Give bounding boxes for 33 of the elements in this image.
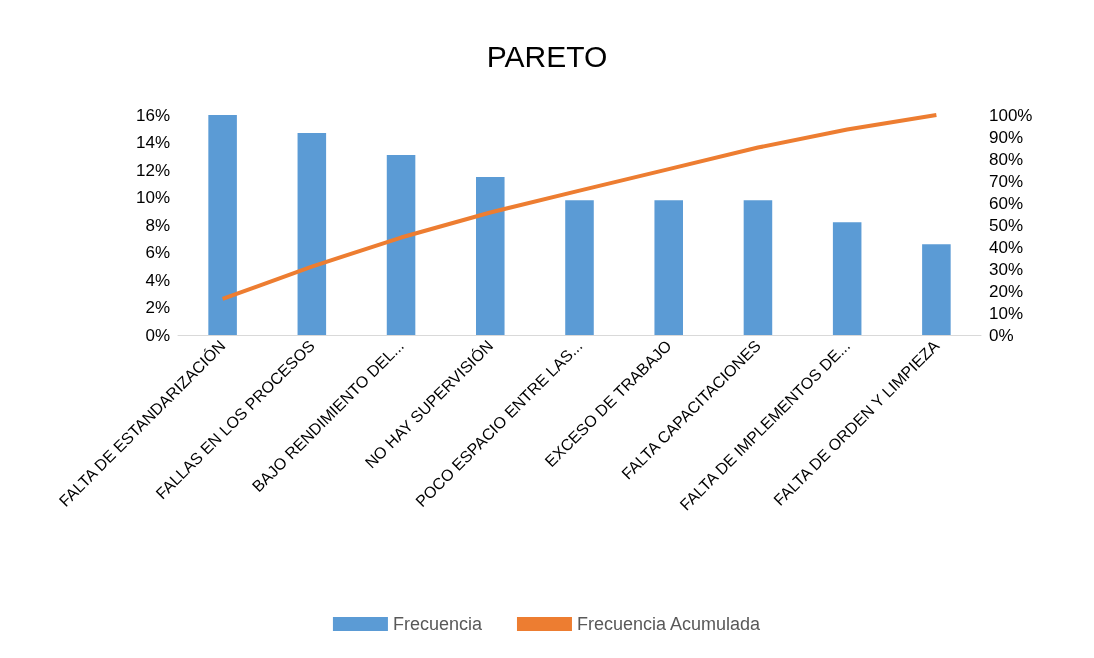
bar: [386, 154, 416, 335]
y2-tick-label: 60%: [989, 193, 1024, 213]
bar: [208, 115, 237, 335]
y2-tick-label: 50%: [989, 215, 1024, 235]
y2-tick-label: 30%: [989, 259, 1024, 279]
bar: [654, 200, 683, 335]
bar: [565, 200, 594, 335]
legend-label: Frecuencia Acumulada: [576, 614, 762, 634]
y-tick-label: 6%: [145, 243, 170, 262]
y-tick-label: 8%: [145, 215, 170, 235]
y-tick-label: 10%: [135, 188, 170, 207]
y2-tick-label: 70%: [989, 171, 1024, 191]
chart-title: PARETO: [486, 39, 608, 73]
legend-label: Frecuencia: [392, 614, 483, 634]
y-tick-label: 2%: [145, 298, 170, 317]
bar: [832, 222, 862, 335]
bar: [297, 132, 327, 335]
y2-tick-label: 20%: [989, 281, 1024, 301]
y2-tick-label: 40%: [989, 237, 1024, 257]
y-tick-label: 4%: [145, 270, 170, 290]
bar: [476, 176, 505, 335]
y-tick-label: 16%: [135, 105, 170, 125]
y2-tick-label: 10%: [989, 303, 1024, 323]
y2-tick-label: 80%: [989, 149, 1024, 169]
y-tick-label: 12%: [135, 160, 170, 180]
y2-tick-label: 100%: [989, 105, 1033, 125]
y2-tick-label: 0%: [989, 325, 1014, 345]
bar: [922, 244, 951, 335]
y-tick-label: 14%: [135, 133, 170, 152]
y-tick-label: 0%: [145, 325, 170, 345]
line-series: [220, 113, 939, 301]
bar: [743, 200, 773, 335]
y2-tick-label: 90%: [989, 127, 1024, 147]
